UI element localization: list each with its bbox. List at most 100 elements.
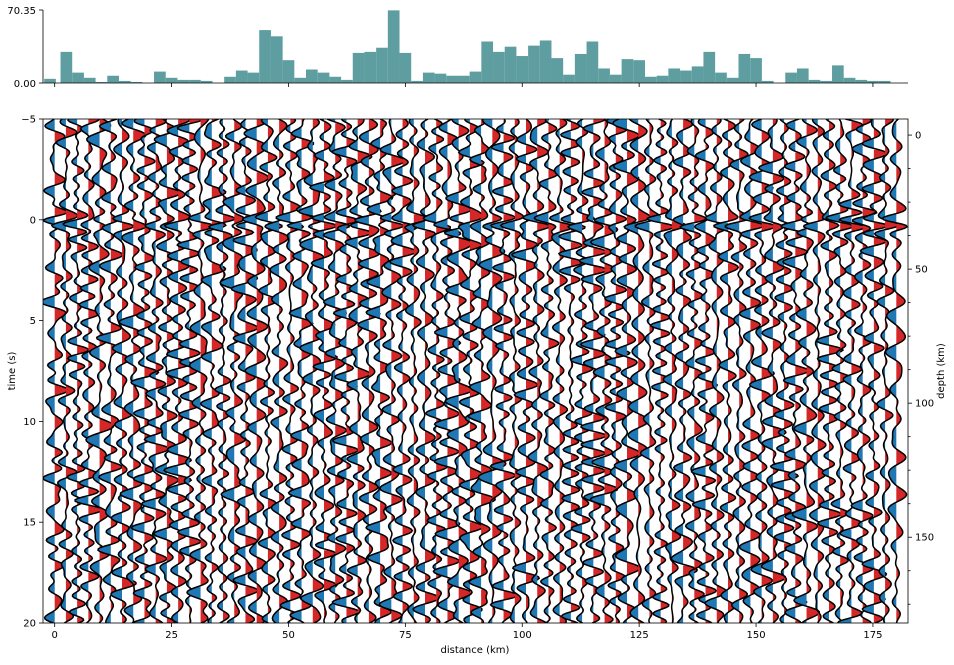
seismic-trace bbox=[43, 119, 70, 623]
y-tick-label: 0 bbox=[30, 215, 36, 226]
seismic-trace bbox=[769, 119, 800, 623]
x-tick-label: 125 bbox=[630, 630, 649, 641]
seismic-trace bbox=[219, 119, 247, 623]
seismic-trace bbox=[873, 119, 901, 623]
seismic-trace bbox=[477, 119, 507, 623]
seismic-trace bbox=[510, 119, 541, 623]
seismic-trace bbox=[110, 119, 137, 623]
histogram-x-ticks bbox=[54, 83, 874, 87]
positive-fill bbox=[234, 120, 246, 619]
histogram-bar bbox=[633, 60, 645, 83]
histogram-bar bbox=[598, 68, 610, 83]
histogram-bar bbox=[644, 76, 657, 83]
histogram-bar bbox=[376, 47, 388, 83]
seismic-trace bbox=[589, 119, 619, 623]
histogram-bar bbox=[469, 71, 482, 83]
histogram-bar bbox=[154, 71, 166, 83]
seismic-trace bbox=[662, 119, 687, 623]
seismic-trace bbox=[670, 119, 699, 623]
histogram-bar bbox=[691, 66, 704, 83]
histogram-bar bbox=[832, 65, 844, 83]
negative-fill bbox=[590, 119, 605, 614]
seismic-trace bbox=[163, 119, 193, 623]
positive-fill bbox=[436, 120, 451, 623]
histogram-bar bbox=[867, 80, 879, 83]
histogram-bar bbox=[60, 51, 73, 83]
positive-fill bbox=[784, 123, 799, 616]
histogram-bar bbox=[493, 51, 505, 83]
histogram-bar bbox=[796, 68, 809, 83]
seismic-traces bbox=[43, 119, 908, 623]
positive-fill bbox=[727, 121, 739, 614]
negative-fill bbox=[534, 119, 549, 623]
seismic-trace bbox=[522, 119, 551, 623]
histogram-bar bbox=[387, 10, 400, 83]
seismic-y-ticks: −5 0 5 10 15 20 bbox=[21, 115, 43, 630]
histogram-bar bbox=[843, 77, 856, 83]
right-y-axis-label: depth (km) bbox=[936, 343, 947, 399]
negative-fill bbox=[874, 127, 886, 623]
seismic-trace bbox=[275, 119, 305, 623]
y-tick-label: −5 bbox=[21, 115, 36, 126]
depth-tick-label: 0 bbox=[915, 131, 921, 142]
positive-fill bbox=[144, 126, 159, 619]
negative-fill bbox=[86, 133, 100, 623]
x-tick-label: 75 bbox=[399, 630, 412, 641]
negative-fill bbox=[345, 127, 358, 623]
histogram-bar bbox=[364, 51, 377, 83]
positive-fill bbox=[357, 119, 372, 615]
negative-fill bbox=[111, 119, 123, 615]
negative-fill bbox=[186, 128, 201, 601]
histogram-bar bbox=[177, 79, 190, 83]
histogram-bar bbox=[72, 72, 84, 83]
histogram-bar bbox=[399, 52, 412, 83]
x-axis-label: distance (km) bbox=[441, 645, 510, 656]
seismic-trace bbox=[286, 119, 315, 623]
seismic-trace bbox=[411, 119, 440, 623]
positive-fill bbox=[761, 131, 776, 621]
negative-fill bbox=[154, 119, 167, 618]
seismic-trace bbox=[690, 119, 719, 623]
negative-fill bbox=[287, 127, 302, 622]
seismic-trace bbox=[467, 119, 496, 623]
seismic-trace bbox=[623, 119, 652, 623]
negative-fill bbox=[770, 119, 785, 623]
histogram-bar bbox=[165, 77, 178, 83]
positive-fill bbox=[626, 130, 641, 621]
seismic-trace bbox=[850, 119, 878, 623]
histogram-bar bbox=[352, 52, 365, 83]
positive-fill bbox=[570, 121, 585, 623]
negative-fill bbox=[705, 126, 717, 611]
positive-fill bbox=[873, 128, 888, 623]
histogram-bar bbox=[130, 81, 143, 83]
histogram-bar bbox=[680, 70, 692, 83]
negative-fill bbox=[131, 119, 145, 623]
histogram-bar bbox=[528, 45, 540, 83]
seismic-trace bbox=[457, 119, 485, 623]
seismic-trace bbox=[859, 119, 890, 623]
seismic-trace bbox=[404, 119, 429, 623]
seismic-trace bbox=[533, 119, 560, 623]
seismic-trace bbox=[388, 119, 418, 623]
negative-fill bbox=[671, 130, 684, 623]
seismic-trace bbox=[74, 119, 104, 623]
positive-fill bbox=[391, 131, 406, 623]
seismic-trace bbox=[254, 119, 283, 623]
histogram-bar bbox=[878, 80, 891, 83]
histogram-bar bbox=[282, 60, 295, 83]
negative-fill bbox=[164, 126, 179, 623]
histogram-bar bbox=[44, 78, 56, 83]
histogram-bar bbox=[341, 79, 353, 83]
positive-fill bbox=[795, 119, 809, 623]
histogram-bars bbox=[44, 10, 891, 83]
histogram-bar bbox=[609, 74, 622, 83]
histogram-bar bbox=[235, 70, 248, 83]
x-tick-label: 0 bbox=[52, 630, 58, 641]
negative-fill bbox=[816, 119, 829, 622]
seismic-trace bbox=[713, 119, 740, 623]
seismic-trace bbox=[791, 119, 821, 623]
seismic-trace bbox=[432, 119, 462, 623]
histogram-bar bbox=[574, 53, 587, 83]
histogram-bar bbox=[621, 59, 634, 83]
seismic-trace bbox=[85, 119, 115, 623]
